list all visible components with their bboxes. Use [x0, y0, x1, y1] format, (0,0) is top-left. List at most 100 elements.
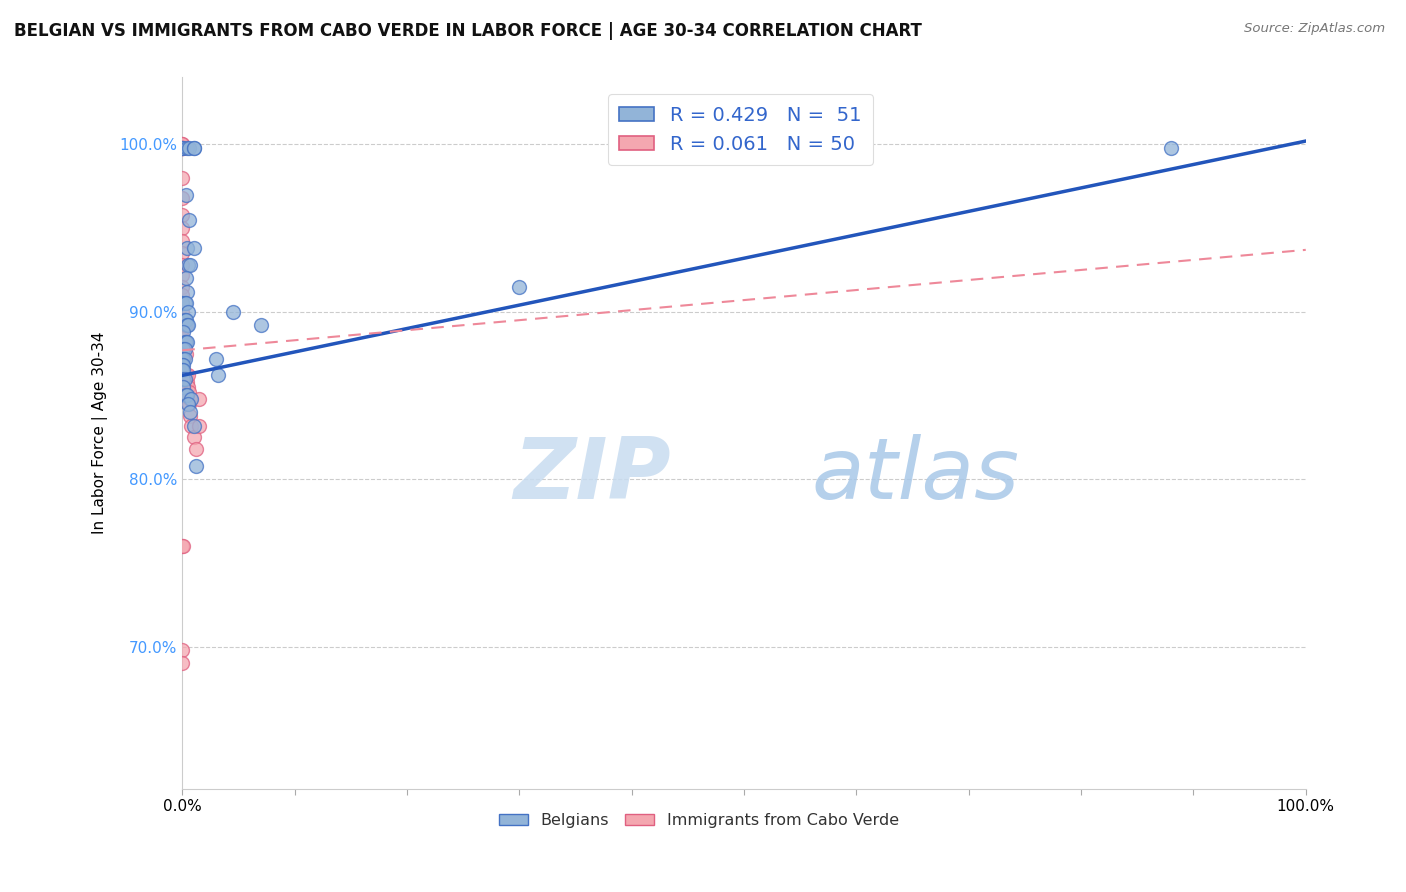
Point [188, 392, 211, 406]
Point [172, 342, 194, 356]
Text: ZIP: ZIP [513, 434, 671, 517]
Point [179, 405, 201, 419]
Point [172, 321, 194, 335]
Point [172, 351, 194, 366]
Point [172, 235, 194, 249]
Point [172, 380, 194, 394]
Point [172, 137, 194, 152]
Point [174, 368, 197, 383]
Point [174, 346, 197, 360]
Point [172, 296, 194, 310]
Text: BELGIAN VS IMMIGRANTS FROM CABO VERDE IN LABOR FORCE | AGE 30-34 CORRELATION CHA: BELGIAN VS IMMIGRANTS FROM CABO VERDE IN… [14, 22, 922, 40]
Point [508, 279, 530, 293]
Text: atlas: atlas [811, 434, 1019, 517]
Point [207, 368, 229, 383]
Point [177, 385, 200, 400]
Point [180, 392, 202, 406]
Point [172, 359, 194, 373]
Point [176, 141, 198, 155]
Point [188, 418, 211, 433]
Point [183, 418, 205, 433]
Point [172, 246, 194, 260]
Point [177, 318, 200, 333]
Point [172, 539, 194, 553]
Point [177, 141, 200, 155]
Point [172, 268, 194, 282]
Legend: Belgians, Immigrants from Cabo Verde: Belgians, Immigrants from Cabo Verde [494, 806, 905, 834]
Point [172, 359, 194, 373]
Point [173, 313, 195, 327]
Point [172, 141, 194, 155]
Point [172, 221, 194, 235]
Point [172, 351, 194, 366]
Point [173, 372, 195, 386]
Point [173, 338, 195, 352]
Point [172, 141, 194, 155]
Point [172, 305, 194, 319]
Point [176, 285, 198, 299]
Point [172, 141, 194, 155]
Point [173, 296, 195, 310]
Point [174, 388, 197, 402]
Point [173, 334, 195, 349]
Text: Source: ZipAtlas.com: Source: ZipAtlas.com [1244, 22, 1385, 36]
Point [173, 318, 195, 333]
Point [174, 296, 197, 310]
Point [183, 241, 205, 255]
Point [172, 141, 194, 155]
Point [174, 271, 197, 285]
Point [179, 258, 201, 272]
Point [172, 539, 194, 553]
Point [176, 388, 198, 402]
Point [172, 208, 194, 222]
Point [172, 137, 194, 152]
Point [172, 191, 194, 205]
Point [177, 380, 200, 394]
Point [183, 141, 205, 155]
Point [172, 375, 194, 389]
Point [1160, 141, 1182, 155]
Point [183, 430, 205, 444]
Point [176, 318, 198, 333]
Point [176, 375, 198, 389]
Point [172, 330, 194, 344]
Point [172, 351, 194, 366]
Point [184, 442, 207, 456]
Point [172, 359, 194, 373]
Point [222, 305, 245, 319]
Point [172, 351, 194, 366]
Point [173, 368, 195, 383]
Point [172, 170, 194, 185]
Point [250, 318, 273, 333]
Point [177, 258, 200, 272]
Point [172, 643, 194, 657]
Point [177, 397, 200, 411]
Point [177, 212, 200, 227]
Point [172, 363, 194, 377]
Point [180, 418, 202, 433]
Point [179, 409, 201, 423]
Point [172, 342, 194, 356]
Point [172, 258, 194, 272]
Point [205, 351, 228, 366]
Point [176, 334, 198, 349]
Point [172, 313, 194, 327]
Point [177, 368, 200, 383]
Point [179, 392, 201, 406]
Point [172, 372, 194, 386]
Point [173, 342, 195, 356]
Point [174, 334, 197, 349]
Point [176, 241, 198, 255]
Point [173, 351, 195, 366]
Point [172, 363, 194, 377]
Point [172, 375, 194, 389]
Point [172, 385, 194, 400]
Point [174, 187, 197, 202]
Point [177, 397, 200, 411]
Y-axis label: In Labor Force | Age 30-34: In Labor Force | Age 30-34 [93, 332, 108, 534]
Point [172, 141, 194, 155]
Point [172, 288, 194, 302]
Point [174, 313, 197, 327]
Point [172, 296, 194, 310]
Point [172, 657, 194, 671]
